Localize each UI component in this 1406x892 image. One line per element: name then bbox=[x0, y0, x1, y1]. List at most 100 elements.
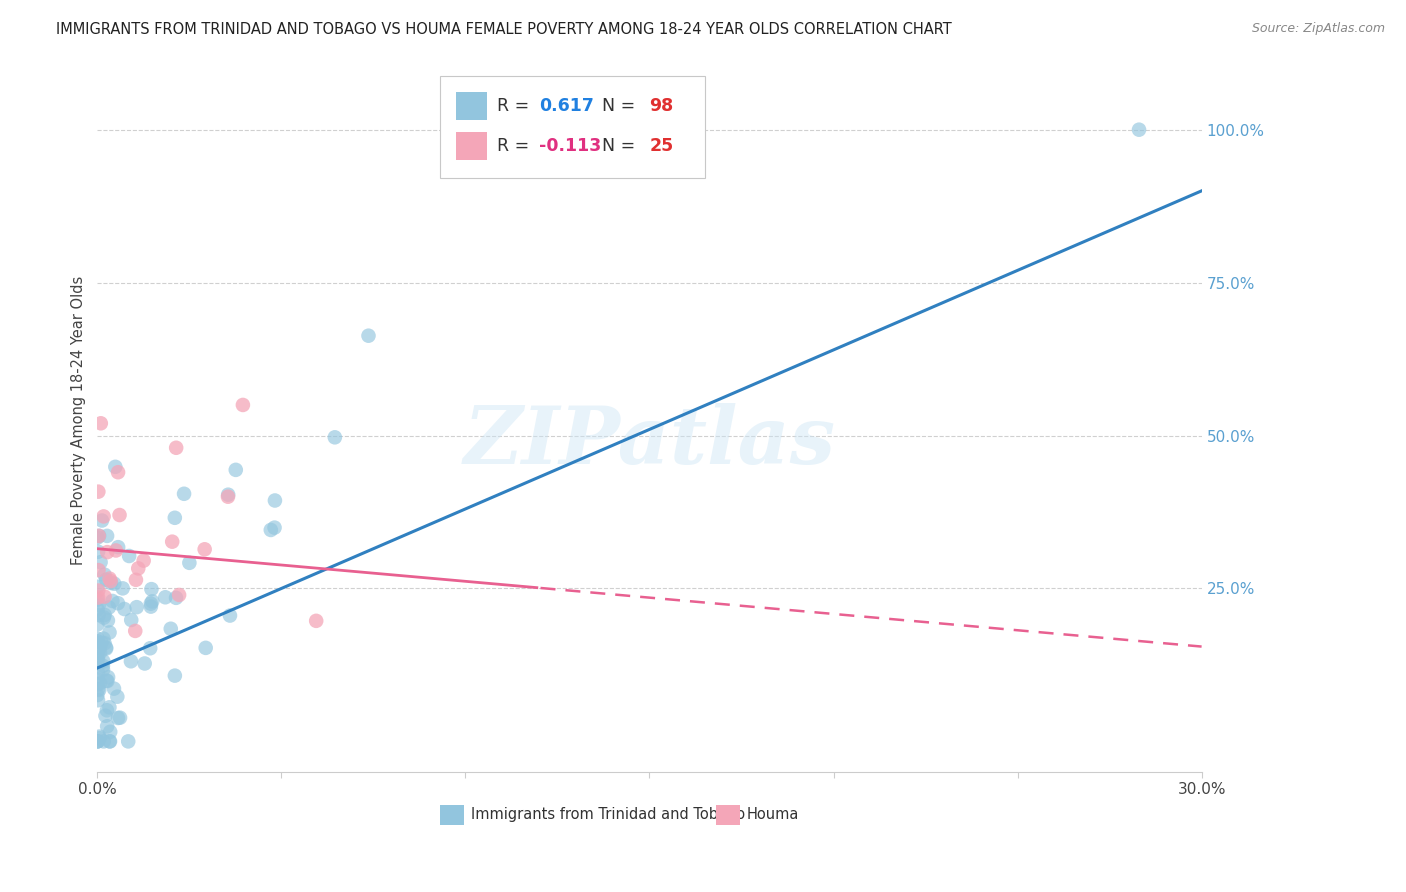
Point bbox=[89, 731, 111, 746]
Point bbox=[105, 690, 128, 704]
Point bbox=[91, 658, 114, 673]
Point bbox=[127, 561, 149, 575]
Point bbox=[107, 465, 129, 479]
Point bbox=[96, 719, 118, 733]
Point bbox=[108, 508, 131, 522]
Point bbox=[104, 459, 127, 474]
Point bbox=[87, 682, 110, 697]
Point bbox=[194, 640, 217, 655]
Point bbox=[87, 563, 110, 577]
Point bbox=[167, 588, 190, 602]
Point bbox=[98, 625, 121, 640]
Point bbox=[87, 529, 110, 543]
Point bbox=[94, 573, 117, 587]
Point bbox=[87, 484, 110, 499]
Text: R =: R = bbox=[498, 136, 534, 155]
Point bbox=[89, 676, 111, 690]
Point bbox=[323, 430, 346, 444]
Point bbox=[163, 668, 186, 682]
Point bbox=[93, 509, 115, 524]
Point bbox=[87, 734, 110, 748]
Point bbox=[100, 574, 122, 588]
Point bbox=[89, 640, 111, 655]
Point bbox=[98, 734, 121, 748]
Point bbox=[96, 673, 118, 688]
Point bbox=[160, 534, 183, 549]
Point bbox=[87, 607, 110, 622]
Point bbox=[93, 610, 115, 624]
Point bbox=[94, 708, 117, 723]
Point bbox=[86, 592, 108, 607]
Point bbox=[98, 734, 121, 748]
Point bbox=[103, 576, 125, 591]
Point bbox=[89, 646, 111, 660]
Text: ZIPatlas: ZIPatlas bbox=[464, 402, 835, 480]
Point bbox=[219, 608, 242, 623]
Point bbox=[165, 591, 187, 605]
Point bbox=[217, 490, 239, 504]
Text: 0.617: 0.617 bbox=[538, 97, 593, 115]
Point bbox=[86, 650, 108, 665]
Text: Source: ZipAtlas.com: Source: ZipAtlas.com bbox=[1251, 22, 1385, 36]
Text: 25: 25 bbox=[650, 136, 673, 155]
Point bbox=[90, 417, 112, 431]
Point bbox=[139, 641, 162, 656]
Point bbox=[173, 487, 195, 501]
Point bbox=[120, 654, 142, 668]
Point bbox=[141, 582, 163, 596]
Point bbox=[94, 641, 117, 656]
Point bbox=[87, 598, 110, 612]
Point bbox=[89, 730, 111, 744]
Point bbox=[87, 652, 110, 666]
Bar bbox=[716, 805, 740, 825]
Point bbox=[97, 670, 120, 684]
Point bbox=[98, 700, 121, 714]
Point bbox=[117, 734, 139, 748]
Point bbox=[139, 597, 162, 611]
Y-axis label: Female Poverty Among 18-24 Year Olds: Female Poverty Among 18-24 Year Olds bbox=[72, 276, 86, 565]
Point bbox=[264, 493, 287, 508]
Bar bbox=[456, 92, 486, 120]
Point bbox=[96, 703, 118, 717]
Text: R =: R = bbox=[498, 97, 534, 115]
Point bbox=[97, 614, 120, 628]
Point bbox=[225, 463, 247, 477]
Point bbox=[86, 688, 108, 702]
Point bbox=[96, 545, 118, 559]
Point bbox=[107, 711, 129, 725]
Point bbox=[98, 572, 121, 586]
Point bbox=[179, 556, 201, 570]
Point bbox=[159, 622, 181, 636]
Point bbox=[86, 645, 108, 659]
Point bbox=[141, 594, 163, 608]
Text: Immigrants from Trinidad and Tobago: Immigrants from Trinidad and Tobago bbox=[471, 807, 745, 822]
Point bbox=[87, 693, 110, 707]
Point bbox=[139, 599, 162, 614]
Point bbox=[1128, 122, 1150, 136]
Point bbox=[87, 583, 110, 598]
Point bbox=[91, 663, 114, 677]
Text: 98: 98 bbox=[650, 97, 673, 115]
Point bbox=[132, 553, 155, 567]
Text: -0.113: -0.113 bbox=[538, 136, 602, 155]
Point bbox=[194, 542, 217, 557]
Text: N =: N = bbox=[591, 97, 641, 115]
Point bbox=[125, 600, 148, 615]
Point bbox=[112, 602, 135, 616]
Point bbox=[90, 636, 112, 650]
Point bbox=[93, 632, 115, 646]
Point bbox=[163, 510, 186, 524]
Point bbox=[86, 634, 108, 648]
Point bbox=[93, 567, 115, 582]
Point bbox=[120, 613, 142, 627]
Point bbox=[97, 600, 120, 615]
Point bbox=[87, 665, 110, 680]
Point bbox=[86, 580, 108, 594]
Point bbox=[87, 591, 110, 605]
Point bbox=[118, 549, 141, 563]
Point bbox=[93, 590, 115, 604]
Point bbox=[86, 632, 108, 646]
Point bbox=[91, 654, 114, 668]
Point bbox=[93, 636, 115, 650]
Point bbox=[305, 614, 328, 628]
